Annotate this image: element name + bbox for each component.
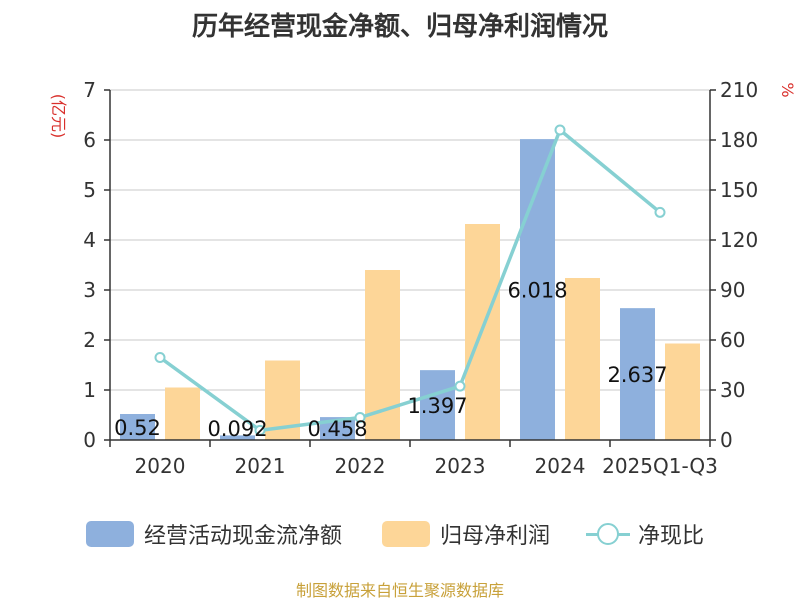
ratio-line	[154, 124, 666, 436]
y-right-tick-label: 120	[720, 228, 758, 252]
axes: 0 1 2 3 4 5 6 7 0 30 60 90 120 150 180 210 2020 2021 2022 2…	[49, 78, 797, 478]
legend-label-cashflow: 经营活动现金流净额	[144, 524, 343, 549]
legend-swatch-ratio	[586, 521, 630, 547]
ratio-point	[154, 352, 166, 363]
y-right-unit: %	[778, 82, 797, 97]
bar-cashflow	[620, 308, 655, 440]
ratio-line-path	[158, 128, 662, 433]
ratio-point	[554, 124, 566, 136]
y-right-tick-label: 210	[720, 78, 758, 102]
y-left-tick-label: 3	[83, 278, 96, 302]
y-right-tick-label: 90	[720, 278, 745, 302]
y-left-tick-label: 0	[83, 428, 96, 452]
data-labels: 0.52 0.092 0.458 1.397 6.018 2.637	[114, 279, 667, 441]
legend-item-ratio[interactable]: 净现比	[586, 514, 704, 554]
bar-value-label: 0.52	[114, 416, 161, 440]
bar-value-label: 1.397	[407, 394, 467, 418]
x-tick-label: 2025Q1-Q3	[602, 454, 718, 478]
ratio-point	[254, 424, 266, 436]
y-left-tick-label: 5	[83, 178, 96, 202]
bar-cashflow	[420, 370, 455, 440]
bar-cashflow	[120, 414, 155, 440]
source-note: 制图数据来自恒生聚源数据库	[295, 581, 504, 600]
legend-item-cashflow[interactable]: 经营活动现金流净额	[86, 514, 342, 554]
legend: 经营活动现金流净额 归母净利润 净现比	[0, 514, 800, 554]
legend-swatch-cashflow	[86, 521, 134, 547]
bar-value-label: 0.458	[307, 417, 367, 441]
x-tick-label: 2020	[135, 454, 186, 478]
ratio-point	[354, 412, 366, 423]
bar-net-profit	[165, 387, 200, 440]
ratio-point	[454, 380, 466, 392]
bar-value-label: 2.637	[607, 363, 667, 387]
y-left-tick-label: 4	[83, 228, 96, 252]
legend-swatch-net-profit	[382, 521, 430, 547]
legend-label-net-profit: 归母净利润	[440, 524, 551, 549]
y-left-unit: (亿元)	[49, 94, 68, 139]
y-right-tick-label: 60	[720, 328, 745, 352]
y-left-tick-label: 1	[83, 378, 96, 402]
x-tick-label: 2021	[235, 454, 286, 478]
bar-cashflow	[220, 435, 255, 440]
y-left-tick-label: 2	[83, 328, 96, 352]
y-right-tick-label: 180	[720, 128, 758, 152]
legend-label-ratio: 净现比	[638, 524, 705, 549]
x-tick-label: 2023	[435, 454, 486, 478]
bars	[120, 139, 700, 440]
y-right-tick-label: 30	[720, 378, 745, 402]
bar-net-profit	[565, 278, 600, 440]
bar-value-label: 0.092	[207, 417, 267, 441]
x-tick-label: 2022	[335, 454, 386, 478]
legend-item-net-profit[interactable]: 归母净利润	[382, 514, 550, 554]
y-left-tick-label: 6	[83, 128, 96, 152]
bar-net-profit	[665, 343, 700, 440]
y-right-tick-label: 150	[720, 178, 758, 202]
ratio-point	[654, 206, 666, 218]
y-right-tick-label: 0	[720, 428, 733, 452]
x-tick-label: 2024	[535, 454, 586, 478]
bar-value-label: 6.018	[507, 279, 567, 303]
y-left-tick-label: 7	[83, 78, 96, 102]
chart-title: 历年经营现金净额、归母净利润情况	[191, 12, 608, 42]
